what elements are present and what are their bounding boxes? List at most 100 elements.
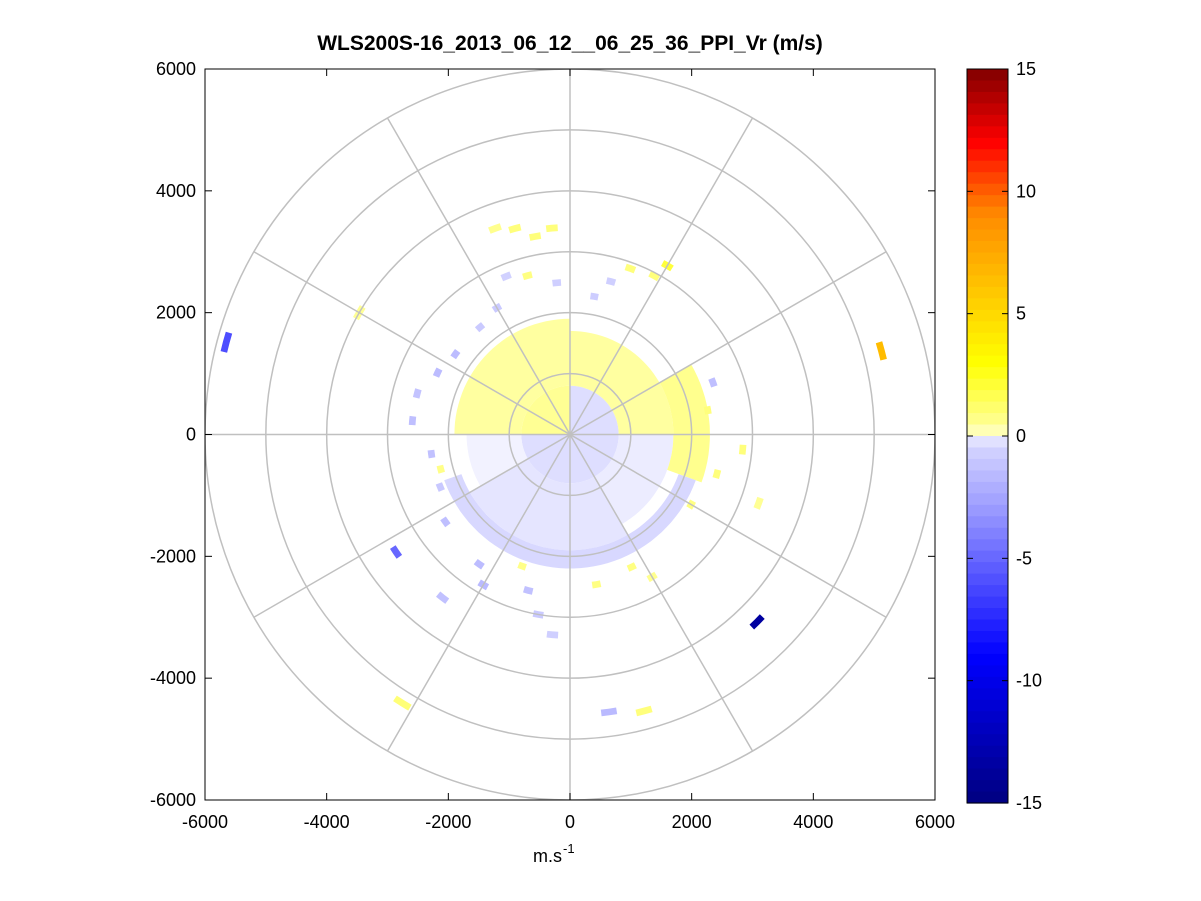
colorbar-tick-label: -10: [1016, 671, 1042, 691]
colorbar-strip: [967, 218, 1008, 231]
colorbar-strip: [967, 436, 1008, 449]
colorbar-strip: [967, 711, 1008, 724]
velocity-cell-32: [546, 630, 559, 639]
velocity-cell-34: [523, 586, 534, 595]
velocity-sector-5: [466, 434, 528, 487]
velocity-cell-24: [753, 496, 764, 510]
velocity-cell-31: [591, 580, 602, 589]
y-tick-label: 4000: [156, 181, 196, 201]
colorbar-strip: [967, 481, 1008, 494]
colorbar-strip: [967, 149, 1008, 162]
plot-area: -6000 -4000 -2000 0 2000 4000 6000 6000 4000 200…: [150, 59, 955, 832]
colorbar-strip: [967, 527, 1008, 540]
velocity-cell-29: [635, 705, 653, 717]
y-tick-label: -2000: [150, 546, 196, 566]
colorbar-strip: [967, 69, 1008, 82]
velocity-cell-13: [474, 322, 486, 333]
x-tick-label: 4000: [793, 812, 833, 832]
colorbar-strip: [967, 768, 1008, 781]
colorbar-strip: [967, 458, 1008, 472]
colorbar-strip: [967, 642, 1008, 655]
velocity-cell-5: [648, 270, 661, 282]
velocity-cell-35: [517, 561, 527, 571]
velocity-cell-44: [427, 449, 436, 459]
colorbar-strip: [967, 665, 1008, 678]
y-tick-label: -4000: [150, 668, 196, 688]
colorbar-strip: [967, 183, 1008, 196]
velocity-cell-8: [590, 292, 599, 301]
colorbar-strip: [967, 298, 1008, 311]
colorbar-strip: [967, 114, 1008, 127]
colorbar-tick-label: 0: [1016, 426, 1026, 446]
x-axis-label: m.s -1: [533, 841, 575, 866]
velocity-cell-10: [522, 271, 533, 281]
velocity-cell-42: [435, 482, 445, 492]
velocity-sector-6: [454, 318, 570, 435]
y-tick-label: -6000: [150, 790, 196, 810]
colorbar-strip: [967, 241, 1008, 254]
colorbar-strip: [967, 206, 1008, 219]
velocity-cell-1: [545, 224, 558, 233]
colorbar-strip: [967, 401, 1008, 414]
colorbar-strip: [967, 780, 1008, 793]
velocity-cell-30: [600, 707, 618, 717]
x-tick-label: 2000: [672, 812, 712, 832]
x-tick-label: -4000: [304, 812, 350, 832]
velocity-sector-4: [469, 458, 628, 551]
colorbar-strip: [967, 390, 1008, 403]
velocity-sector-2: [570, 330, 674, 435]
y-tick-label: 6000: [156, 59, 196, 79]
velocity-cell-20: [708, 377, 718, 388]
colorbar-strip: [967, 309, 1008, 322]
x-tick-label: 0: [565, 812, 575, 832]
colorbar-strip: [967, 229, 1008, 242]
colorbar-strip: [967, 745, 1008, 758]
velocity-cell-23: [712, 469, 722, 479]
colorbar-strip: [967, 424, 1008, 437]
colorbar-strip: [967, 263, 1008, 277]
colorbar-tick-label: 10: [1016, 181, 1036, 201]
velocity-cell-22: [738, 444, 747, 455]
colorbar-strip: [967, 516, 1008, 529]
velocity-cell-41: [390, 545, 403, 559]
colorbar-tick-label: -15: [1016, 793, 1042, 813]
velocity-cell-37: [473, 559, 485, 570]
colorbar-strip: [967, 447, 1008, 460]
colorbar-strip: [967, 596, 1008, 609]
colorbar-strip: [967, 413, 1008, 426]
velocity-cell-7: [605, 277, 617, 286]
colorbar-strip: [967, 137, 1008, 150]
velocity-cell-9: [552, 279, 562, 287]
velocity-cell-0: [529, 232, 542, 241]
colorbar-tick-label: -5: [1016, 548, 1032, 568]
velocity-cell-15: [432, 367, 443, 378]
colorbar: 15 10 5 0 -5 -10 -15: [966, 59, 1042, 813]
azimuth-spoke-150: [386, 117, 754, 752]
velocity-cell-26: [749, 614, 765, 630]
velocity-cell-18: [220, 331, 233, 353]
colorbar-strip: [967, 550, 1008, 563]
x-axis-label-superscript: -1: [563, 841, 575, 856]
velocity-cell-39: [393, 695, 412, 711]
x-tick-label: -6000: [182, 812, 228, 832]
velocity-sector-1: [521, 385, 570, 435]
colorbar-tick-label: 15: [1016, 59, 1036, 79]
velocity-cell-43: [436, 464, 445, 474]
colorbar-strip: [967, 699, 1008, 712]
colorbar-strip: [967, 470, 1008, 483]
colorbar-strip: [967, 734, 1008, 747]
colorbar-strip: [967, 653, 1008, 666]
colorbar-strip: [967, 275, 1008, 288]
colorbar-strip: [967, 103, 1008, 116]
colorbar-strip: [967, 91, 1008, 105]
colorbar-strip: [967, 757, 1008, 770]
colorbar-strip: [967, 493, 1008, 506]
colorbar-tick-label: 5: [1016, 304, 1026, 324]
velocity-cell-17: [408, 415, 417, 426]
y-axis: 6000 4000 2000 0 -2000 -4000 -6000: [150, 59, 935, 810]
colorbar-strip: [967, 504, 1008, 517]
velocity-cell-14: [450, 349, 461, 360]
colorbar-strip: [967, 321, 1008, 334]
velocity-cell-2: [508, 223, 522, 234]
